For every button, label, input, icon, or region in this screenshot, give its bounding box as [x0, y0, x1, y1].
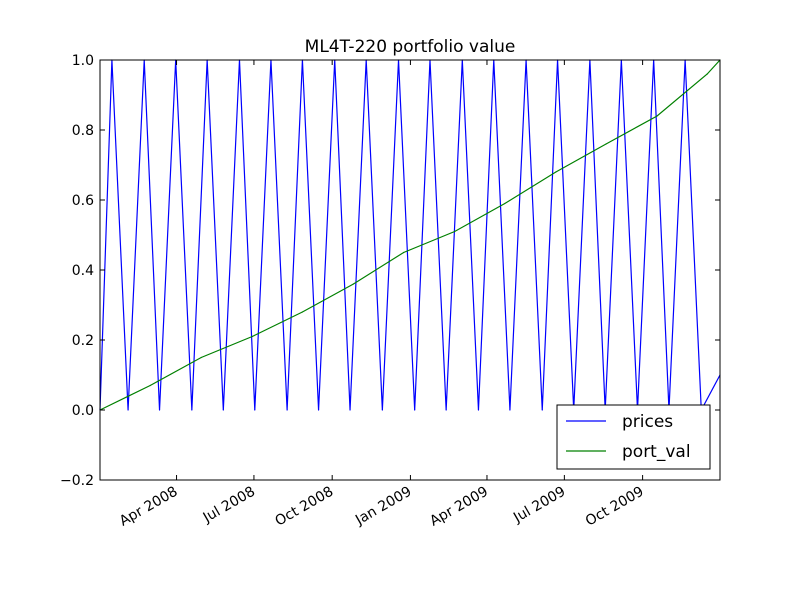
data-point-prices	[158, 409, 161, 411]
series-layer	[99, 59, 721, 413]
y-tick-label: 0.8	[72, 123, 94, 139]
data-point-prices	[381, 409, 383, 411]
data-point-prices	[349, 409, 351, 411]
series-line-prices	[99, 59, 721, 413]
legend-label-port-val: port_val	[622, 442, 691, 462]
legend-label-prices: prices	[622, 412, 673, 432]
data-point-prices	[222, 409, 224, 411]
legend-box	[556, 404, 711, 470]
data-point-prices	[317, 409, 320, 411]
x-tick-label: Apr 2009	[427, 484, 491, 530]
y-tick-label: 0.2	[72, 333, 94, 349]
data-point-prices	[254, 409, 256, 411]
x-tick-label: Jul 2009	[510, 484, 568, 527]
x-tick-label: Oct 2009	[583, 484, 647, 530]
data-point-port-val	[706, 73, 708, 75]
y-axis: −0.2 0.0 0.2 0.4 0.6 0.8 1.0	[60, 53, 720, 489]
x-tick-label: Jul 2008	[200, 484, 258, 527]
x-tick-label: Oct 2008	[272, 484, 336, 530]
data-point-prices	[191, 409, 193, 411]
x-tick-label: Apr 2008	[117, 484, 181, 530]
y-tick-label: 1.0	[72, 53, 94, 69]
y-tick-label: 0.0	[72, 403, 94, 419]
data-point-port-val	[403, 251, 405, 254]
data-point-prices	[541, 409, 543, 411]
data-point-port-val	[301, 311, 304, 313]
data-point-prices	[477, 409, 480, 411]
x-tick-label: Jan 2009	[352, 484, 414, 529]
data-point-port-val	[454, 230, 456, 233]
data-point-prices	[127, 409, 129, 411]
y-tick-label: 0.4	[72, 263, 94, 279]
y-tick-label: −0.2	[60, 473, 94, 489]
data-point-port-val	[352, 283, 355, 285]
data-point-port-val	[251, 335, 253, 338]
data-point-port-val	[555, 171, 557, 173]
data-point-port-val	[656, 115, 658, 117]
data-point-prices	[509, 409, 511, 411]
data-point-port-val	[149, 384, 151, 387]
data-point-port-val	[504, 202, 506, 205]
series-line-port-val	[99, 59, 721, 411]
data-point-port-val	[605, 143, 607, 145]
data-point-prices	[286, 409, 288, 411]
data-point-prices	[445, 409, 447, 411]
data-point-prices	[414, 409, 416, 411]
y-tick-label: 0.6	[72, 193, 94, 209]
chart-title: ML4T-220 portfolio value	[305, 37, 516, 57]
legend: prices port_val	[556, 404, 711, 470]
data-point-port-val	[200, 356, 202, 359]
